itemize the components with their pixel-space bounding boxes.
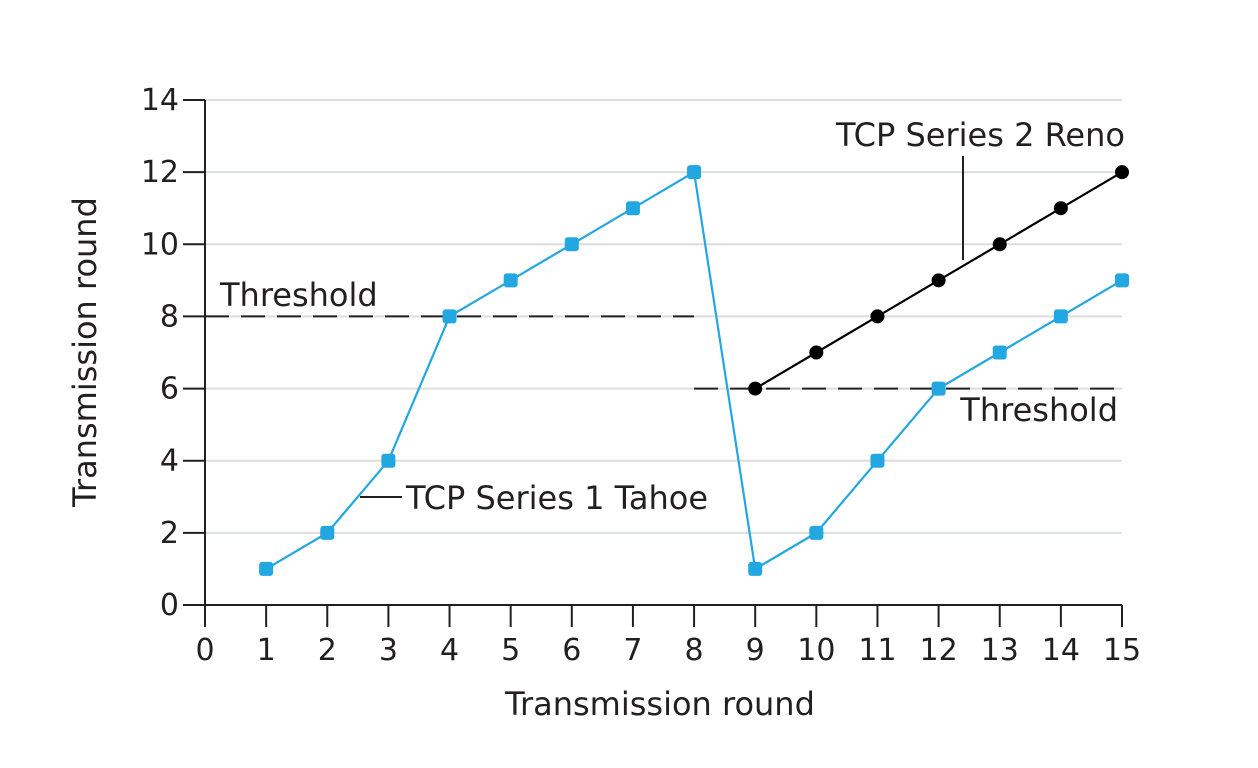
x-axis-label: Transmission round — [504, 685, 815, 723]
x-tick-label: 5 — [501, 633, 520, 668]
y-tick-label: 0 — [160, 588, 179, 623]
tahoe-point — [809, 525, 824, 540]
tahoe-point — [442, 309, 457, 324]
x-tick-label: 12 — [920, 633, 958, 668]
x-tick-label: 14 — [1042, 633, 1080, 668]
tahoe-point — [503, 273, 518, 288]
axes — [204, 100, 1122, 606]
y-tick-label: 2 — [160, 516, 179, 551]
tahoe-point — [625, 201, 640, 216]
tahoe-point — [992, 345, 1007, 360]
x-tick-label: 11 — [858, 633, 896, 668]
reno-point — [748, 381, 763, 396]
x-tick-label: 6 — [562, 633, 581, 668]
tahoe-point — [748, 561, 763, 576]
tahoe-point — [687, 165, 702, 180]
reno-point — [1053, 201, 1068, 216]
reno-point — [809, 345, 824, 360]
tahoe-point — [1115, 273, 1129, 288]
y-tick-label: 10 — [141, 227, 179, 262]
threshold-label-upper: Threshold — [219, 276, 378, 314]
x-tick-label: 0 — [195, 633, 214, 668]
x-tick-label: 15 — [1103, 633, 1141, 668]
tahoe-point — [1053, 309, 1068, 324]
x-tick-label: 13 — [981, 633, 1019, 668]
x-tick-label: 2 — [318, 633, 337, 668]
threshold-lines — [205, 315, 1122, 390]
x-tick-label: 1 — [257, 633, 276, 668]
tahoe-point — [564, 237, 579, 252]
annotations: TCP Series 2 Reno TCP Series 1 Tahoe Thr… — [219, 116, 1125, 517]
reno-point — [1115, 165, 1129, 180]
series-markers — [259, 165, 1129, 576]
reno-point — [870, 309, 885, 324]
y-tick-label: 8 — [160, 299, 179, 334]
x-tick-label: 7 — [623, 633, 642, 668]
tahoe-point — [931, 381, 946, 396]
y-tick-label: 12 — [141, 155, 179, 190]
x-tick-label: 10 — [797, 633, 835, 668]
tahoe-point — [870, 453, 885, 468]
x-tick-label: 3 — [379, 633, 398, 668]
y-tick-label: 4 — [160, 444, 179, 479]
tahoe-point — [259, 561, 274, 576]
threshold-label-lower: Threshold — [959, 391, 1118, 429]
tahoe-point — [320, 525, 335, 540]
x-tick-label: 8 — [685, 633, 704, 668]
reno-point — [992, 237, 1007, 252]
reno-point — [931, 273, 946, 288]
x-tick-label: 4 — [440, 633, 459, 668]
grid-lines — [205, 99, 1122, 534]
x-tick-label: 9 — [746, 633, 765, 668]
y-tick-label: 6 — [160, 372, 179, 407]
y-tick-label: 14 — [141, 83, 179, 118]
tahoe-series-label: TCP Series 1 Tahoe — [405, 479, 708, 517]
y-axis-label: Transmission round — [66, 197, 104, 508]
reno-series-label: TCP Series 2 Reno — [835, 116, 1125, 154]
tahoe-point — [381, 453, 396, 468]
